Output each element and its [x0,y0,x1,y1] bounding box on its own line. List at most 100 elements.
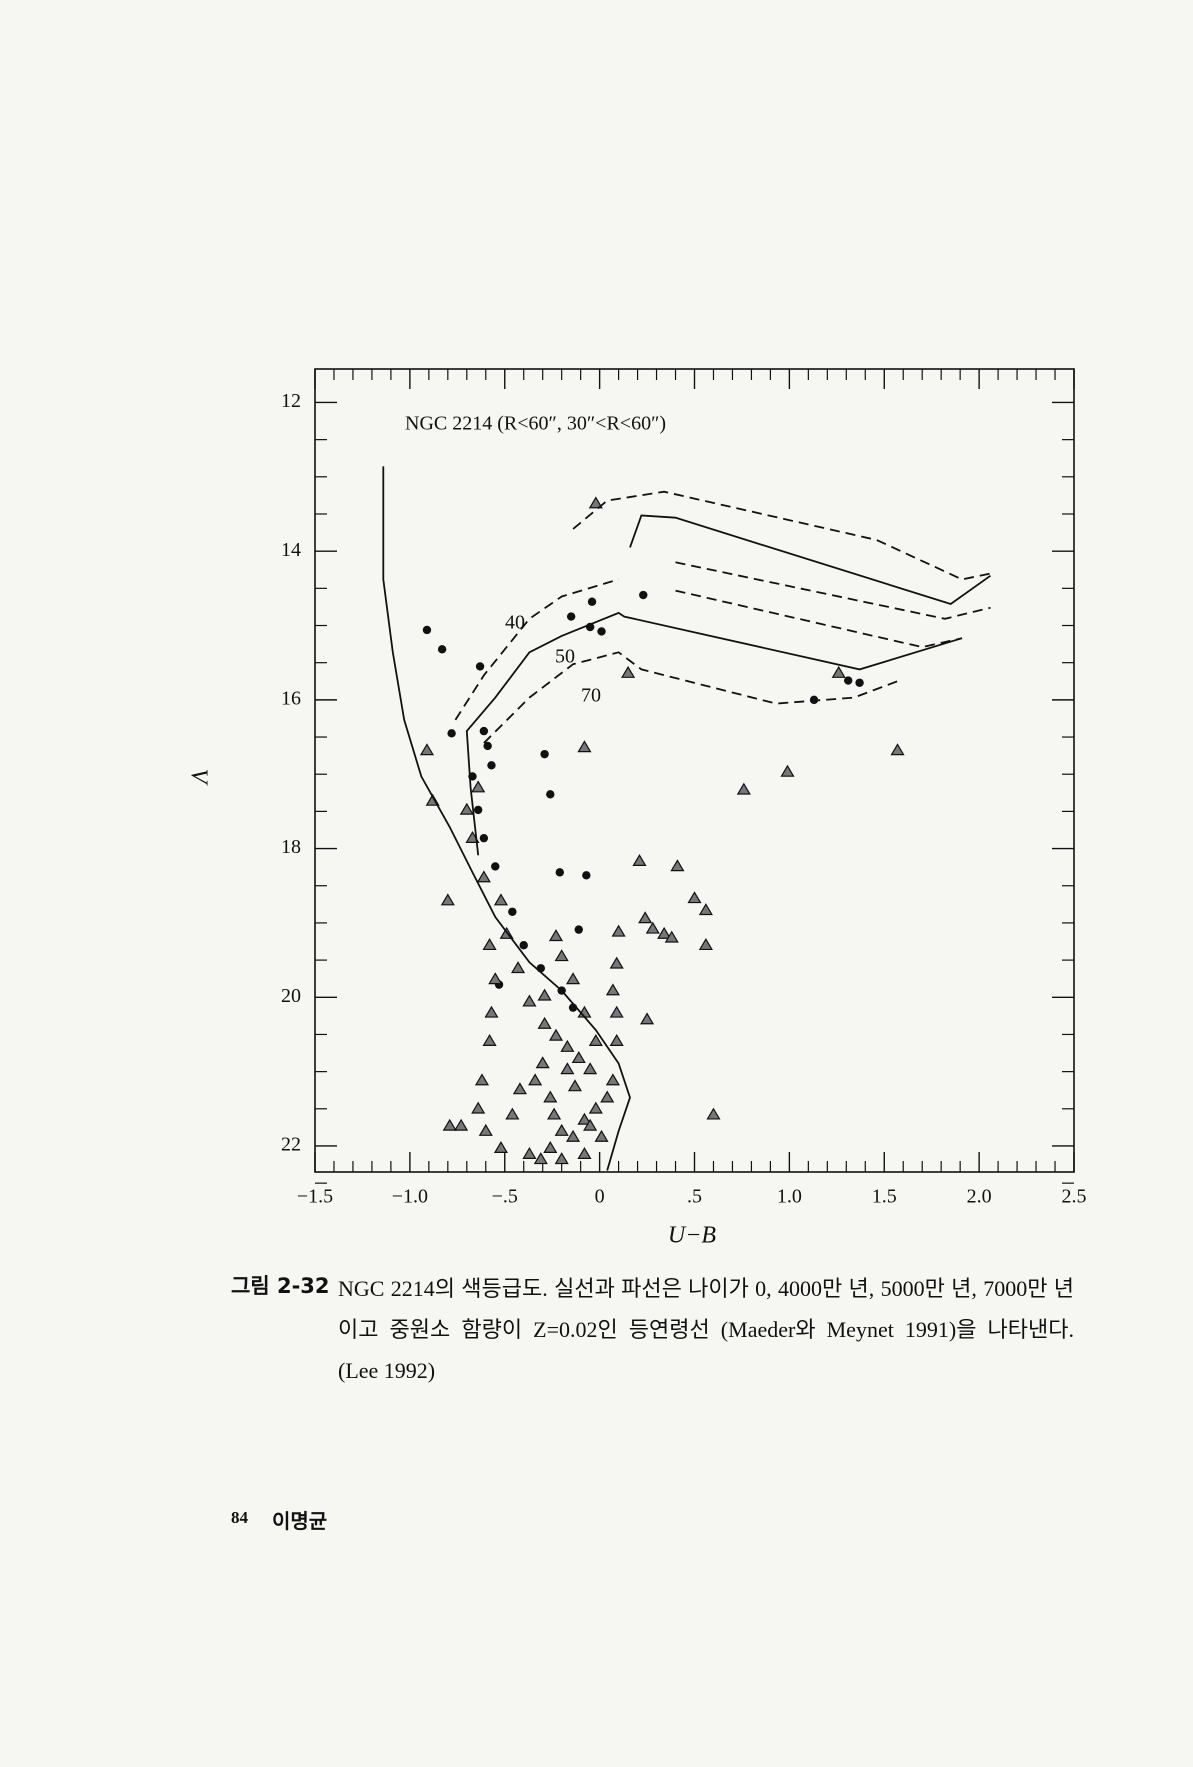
star-triangle [459,802,474,815]
star-triangle [664,930,679,943]
star-circle [508,907,517,916]
star-triangle [583,1118,598,1131]
star-triangle [482,1033,497,1046]
caption-text: NGC 2214의 색등급도. 실선과 파선은 나이가 0, 4000만 년, … [338,1276,1074,1383]
x-tick-label: 0 [595,1186,605,1208]
star-triangle [594,1129,609,1142]
y-tick-label: 16 [281,687,301,709]
star-triangle [566,1129,581,1142]
star-triangle [512,1082,527,1095]
star-triangle [588,1033,603,1046]
star-circle [475,662,485,671]
star-triangle [577,740,592,753]
star-triangle [482,938,497,951]
star-triangle [566,972,581,985]
isochrone [382,466,631,1171]
y-tick-label: 18 [281,836,301,858]
star-triangle [543,1141,558,1154]
star-circle [587,597,597,606]
star-triangle [505,1107,520,1120]
star-triangle [567,1079,583,1092]
chart: NGC 2214 (R<60″, 30″<R<60″) U−B V −1.5 −1… [185,368,1087,1249]
star-triangle [474,1073,490,1086]
star-triangle [632,854,647,867]
star-triangle [657,926,672,939]
isochrone [465,514,992,856]
star-circle [479,726,489,736]
star-circle [447,729,456,738]
star-circle [540,749,549,759]
x-tick-label: −1.0 [392,1186,428,1208]
star-circle [491,862,500,871]
x-tick-label: 2.0 [967,1186,992,1208]
author: 이명균 [272,1509,328,1533]
star-triangle [554,1152,569,1165]
star-triangle [554,1123,569,1136]
star-triangle [510,961,526,974]
star-triangle [454,1118,469,1131]
star-triangle [571,1051,586,1064]
star-triangle [890,743,905,756]
star-circle [566,612,576,621]
x-tick-label: .5 [687,1186,702,1208]
star-circle [473,805,483,815]
star-triangle [609,956,624,969]
chart-annotation: NGC 2214 (R<60″, 30″<R<60″) [405,413,666,435]
star-triangle [640,1012,655,1025]
star-triangle [583,1062,598,1075]
star-triangle [493,893,509,906]
star-circle [422,625,432,635]
page-number: 84 [231,1508,248,1527]
star-triangle [588,1101,603,1114]
plot-frame [314,368,1075,1173]
x-tick-label: −1.5 [297,1186,333,1208]
star-triangle [537,1016,552,1029]
star-triangle [471,1101,486,1114]
star-triangle [609,1005,624,1018]
star-triangle [706,1107,721,1120]
star-triangle [638,911,653,924]
star-triangle [440,893,455,906]
caption-label: 그림 2-32 [231,1274,330,1298]
isochrone-label: 50 [555,646,575,668]
star-triangle [522,1146,537,1159]
star-triangle [698,903,713,916]
star-triangle [577,1146,592,1159]
star-triangle [533,1152,548,1165]
star-circle [555,868,564,877]
x-tick-label: 1.0 [777,1186,802,1208]
star-triangle [547,1107,562,1120]
star-triangle [478,1123,493,1136]
star-triangle [605,983,620,996]
star-triangle [780,764,795,777]
x-tick-label: −.5 [492,1186,518,1208]
star-circle [519,941,528,950]
star-triangle [831,665,846,678]
star-circle [597,627,606,636]
star-triangle [609,1033,624,1046]
star-triangle [611,924,626,937]
star-triangle [698,938,713,951]
star-triangle [554,949,569,962]
star-triangle [560,1039,575,1052]
star-triangle [493,1141,509,1154]
star-circle [855,678,864,687]
x-axis-label: U−B [668,1223,717,1249]
star-triangle [736,782,751,795]
star-circle [479,833,489,843]
x-tick-label: 1.5 [872,1186,897,1208]
star-circle [843,676,853,685]
star-triangle [560,1062,575,1075]
star-triangle [645,921,660,934]
star-triangle [488,972,503,985]
star-triangle [687,891,702,904]
isochrone-label: 40 [505,612,525,634]
star-triangle [476,870,491,883]
star-circle [639,590,648,600]
isochrone [454,490,991,721]
star-circle [437,645,447,654]
star-circle [574,925,583,934]
y-tick-label: 20 [281,985,301,1007]
y-tick-label: 22 [281,1134,301,1156]
